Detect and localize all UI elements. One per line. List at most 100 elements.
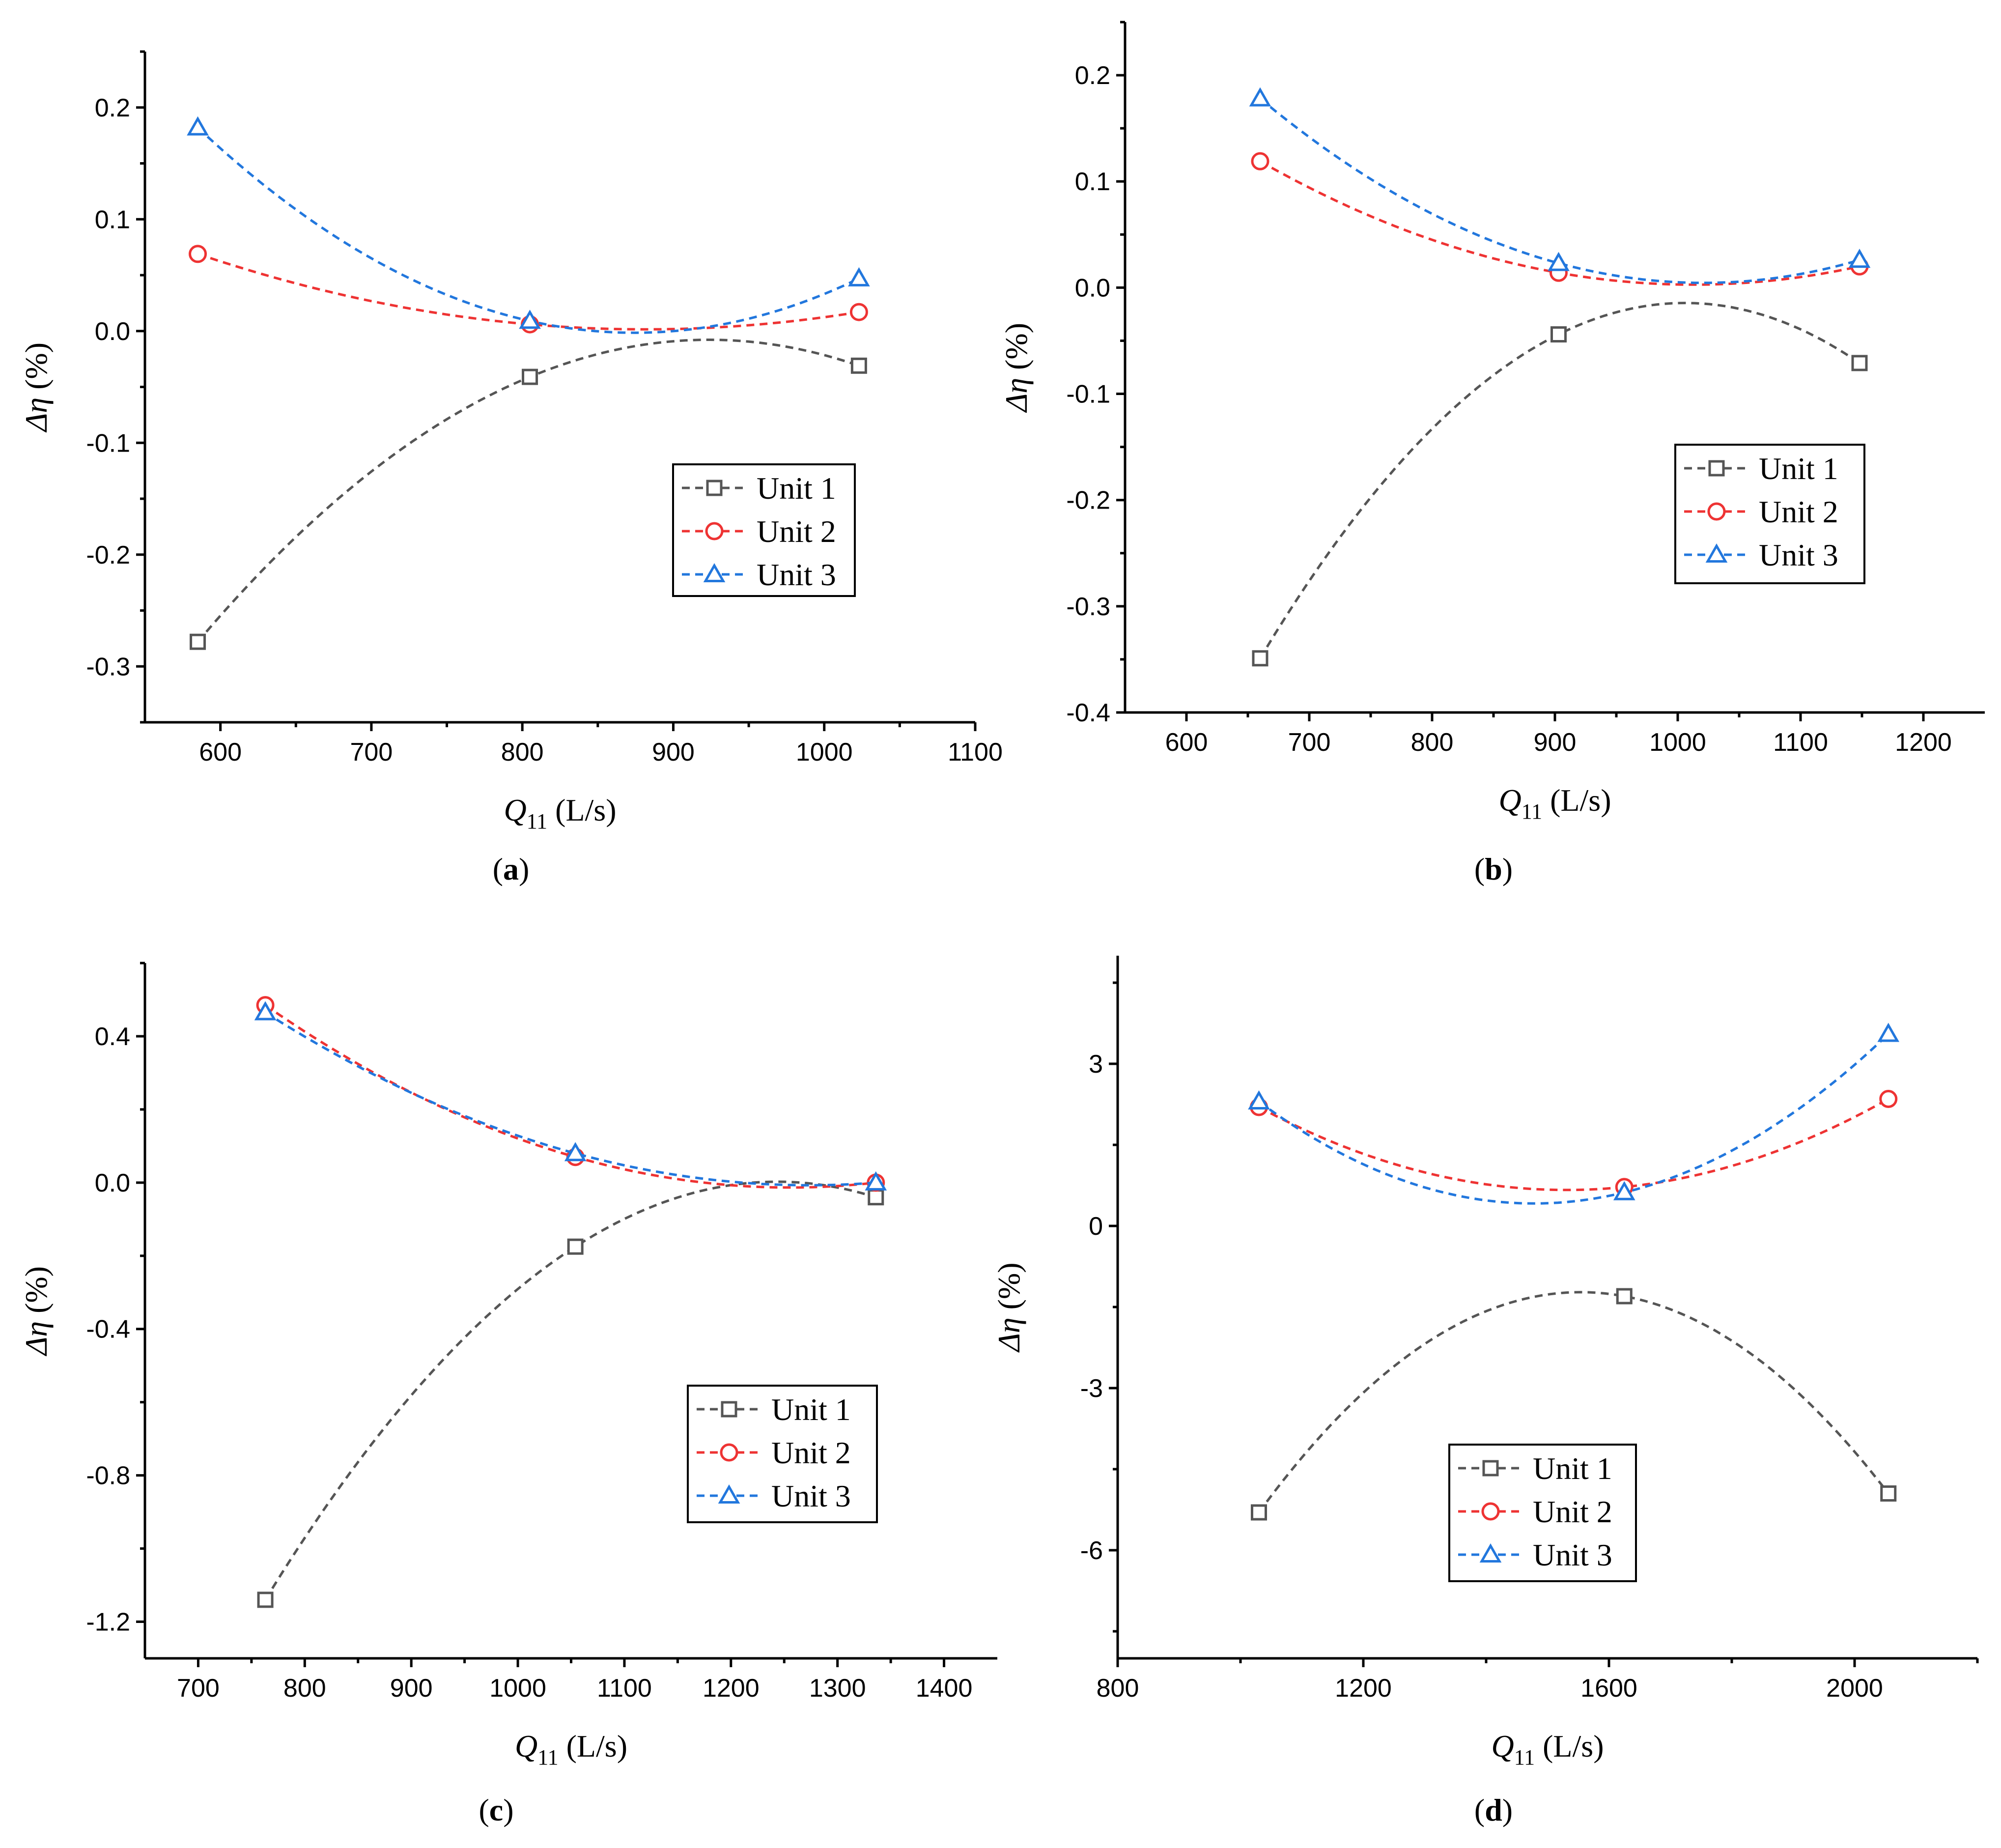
data-point-unit-1: [868, 1189, 884, 1206]
legend-marker: [1482, 1460, 1499, 1477]
legend-label: Unit 3: [771, 1478, 851, 1513]
legend-box: [687, 1385, 878, 1523]
series-line-unit-1: [1259, 302, 1860, 659]
data-point-unit-1: [1252, 650, 1268, 667]
y-tick-label: 0: [1089, 1212, 1103, 1241]
panel-label-close: ): [1502, 1792, 1513, 1827]
x-tick-label: 1000: [1649, 728, 1706, 757]
data-point-unit-3: [865, 1171, 887, 1191]
x-tick-label: 1100: [1773, 728, 1828, 757]
x-tick-label: 1200: [1335, 1674, 1392, 1703]
x-axis-symbol: Q: [504, 793, 527, 827]
y-tick-label: -0.4: [86, 1315, 130, 1344]
x-axis-unit: (L/s): [547, 793, 616, 827]
panel-label: (b): [1474, 852, 1513, 886]
legend-marker: [1479, 1543, 1502, 1563]
data-point-unit-1: [567, 1238, 584, 1255]
x-axis-unit: (L/s): [1535, 1729, 1604, 1763]
y-tick-label: 0.1: [1075, 168, 1110, 196]
panel-label-letter: b: [1485, 852, 1502, 886]
legend-label: Unit 2: [1533, 1494, 1612, 1529]
x-tick-label: 700: [1288, 728, 1331, 757]
legend-label: Unit 1: [757, 471, 836, 506]
y-tick-label: -0.4: [1066, 699, 1110, 727]
panel-label-close: ): [519, 852, 529, 886]
data-point-unit-3: [1613, 1181, 1635, 1200]
legend-box: [1674, 444, 1865, 584]
y-axis-symbol: Δη: [999, 378, 1034, 413]
y-tick-label: -0.2: [1066, 486, 1110, 515]
legend-label: Unit 1: [1759, 451, 1838, 486]
y-axis-symbol: Δη: [991, 1317, 1026, 1353]
data-point-unit-3: [1877, 1023, 1900, 1042]
legend-marker: [718, 1484, 740, 1504]
chart-panel-b: 600 700 800 900 1000 1100 1200 -0.4 -0.3 -0.2 -0.1…: [999, 21, 1985, 886]
x-tick-label: 2000: [1826, 1674, 1883, 1703]
series-line-unit-3: [1258, 1033, 1889, 1205]
data-point-unit-2: [1879, 1090, 1898, 1108]
chart-panel-a: 600 700 800 900 1000 1100 -0.3 -0.2 -0.1 0.0 0.1 0.…: [19, 50, 1003, 886]
series-line-unit-3: [1259, 97, 1860, 284]
legend-box: [1448, 1444, 1637, 1582]
panel-label-close: ): [1502, 852, 1513, 886]
legend-label: Unit 2: [771, 1435, 851, 1470]
x-tick-label: 900: [390, 1674, 433, 1703]
legend-label: Unit 3: [1759, 538, 1838, 572]
legend: Unit 1 Unit 2 Unit 3: [1674, 444, 1865, 584]
x-axis-unit: (L/s): [1542, 783, 1611, 818]
panel-label: (d): [1474, 1792, 1513, 1827]
x-axis-unit: (L/s): [559, 1729, 627, 1763]
y-tick-label: 0.0: [95, 317, 130, 346]
data-point-unit-2: [1251, 152, 1269, 171]
series-line-unit-3: [197, 126, 860, 334]
legend-label: Unit 1: [771, 1392, 851, 1427]
data-point-unit-1: [257, 1592, 274, 1608]
y-tick-label: -0.3: [86, 653, 130, 681]
x-tick-label: 800: [1411, 728, 1454, 757]
series-line-unit-2: [1258, 1098, 1889, 1192]
y-axis-unit: (%): [999, 323, 1034, 378]
panel-label-open: (: [1474, 852, 1485, 886]
panel-label-close: ): [503, 1792, 513, 1827]
legend-marker: [720, 1443, 738, 1462]
x-tick-label: 1300: [809, 1674, 866, 1703]
legend: Unit 1 Unit 2 Unit 3: [672, 463, 856, 597]
y-tick-label: -1.2: [86, 1608, 130, 1637]
x-tick-label: 1600: [1580, 1674, 1637, 1703]
x-axis-subscript: 11: [1514, 1745, 1535, 1769]
data-point-unit-1: [1550, 326, 1567, 342]
y-tick-label: 0.2: [1075, 61, 1110, 90]
data-point-unit-2: [849, 303, 868, 321]
data-point-unit-3: [1248, 1090, 1270, 1109]
y-tick-label: -6: [1080, 1536, 1103, 1565]
panel-label: (c): [479, 1792, 513, 1827]
data-point-unit-3: [1548, 252, 1570, 271]
x-tick-label: 1200: [1895, 728, 1952, 757]
y-tick-label: 3: [1089, 1050, 1103, 1079]
legend-marker: [705, 522, 724, 540]
x-axis-symbol: Q: [1499, 783, 1522, 818]
y-axis-unit: (%): [991, 1262, 1026, 1317]
panel-label-open: (: [1474, 1792, 1485, 1827]
y-tick-label: 0.4: [95, 1023, 130, 1051]
data-point-unit-3: [1848, 249, 1871, 268]
y-tick-label: -0.8: [86, 1462, 130, 1490]
x-tick-label: 1000: [489, 1674, 546, 1703]
y-axis-title: Δη (%): [19, 1266, 54, 1357]
legend: Unit 1 Unit 2 Unit 3: [687, 1385, 878, 1523]
x-axis-subscript: 11: [537, 1745, 558, 1769]
x-axis-symbol: Q: [1492, 1729, 1514, 1763]
data-point-unit-3: [1249, 87, 1271, 107]
data-point-unit-1: [1851, 355, 1868, 371]
chart-panel-d: 800 1200 1600 2000 -6 -3 0 3 Q11 (L/s) Δη (%) Unit…: [991, 956, 1979, 1827]
x-tick-label: 700: [177, 1674, 220, 1703]
panel-label-letter: d: [1485, 1792, 1502, 1827]
y-tick-label: 0.2: [95, 94, 130, 122]
series-line-unit-2: [264, 1004, 876, 1189]
y-axis-symbol: Δη: [19, 398, 54, 433]
x-tick-label: 800: [283, 1674, 326, 1703]
series-line-unit-1: [1258, 1291, 1889, 1513]
y-axis-title: Δη (%): [19, 342, 54, 433]
x-tick-label: 800: [501, 738, 544, 767]
